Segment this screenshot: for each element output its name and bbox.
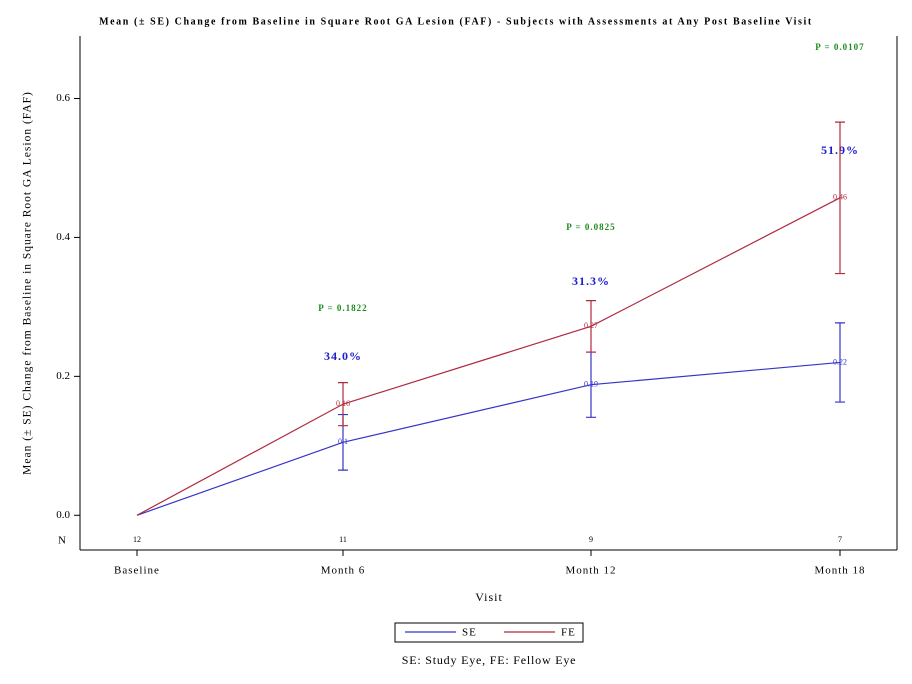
- x-tick-label: Baseline: [114, 565, 160, 577]
- n-count: 11: [339, 535, 347, 544]
- n-count: 9: [589, 535, 593, 544]
- y-axis-label: Mean (± SE) Change from Baseline in Squa…: [22, 91, 34, 475]
- p-label: P = 0.1822: [318, 303, 367, 313]
- value-label: 0.27: [584, 321, 598, 330]
- error-bar: [338, 382, 348, 427]
- legend-label: SE: [462, 627, 477, 639]
- legend-label: FE: [561, 627, 576, 639]
- percent-label: 31.3%: [572, 274, 610, 288]
- x-axis-label: Visit: [475, 590, 503, 604]
- chart-title: Mean (± SE) Change from Baseline in Squa…: [99, 16, 813, 27]
- y-tick-label: 0.6: [56, 92, 70, 104]
- p-label: P = 0.0825: [566, 222, 615, 232]
- x-tick-label: Month 12: [565, 565, 616, 577]
- value-label: 0.22: [833, 357, 847, 366]
- error-bar: [835, 322, 845, 403]
- value-label: 0.16: [336, 399, 350, 408]
- footnote: SE: Study Eye, FE: Fellow Eye: [402, 653, 577, 667]
- error-bar: [835, 121, 845, 275]
- n-count: 7: [838, 535, 842, 544]
- y-tick-label: 0.2: [56, 370, 70, 382]
- y-tick-label: 0.0: [56, 509, 70, 521]
- p-label: P = 0.0107: [815, 42, 864, 52]
- x-tick-label: Month 6: [321, 565, 366, 577]
- series-line: [136, 361, 841, 516]
- legend-box: [394, 622, 584, 643]
- percent-label: 34.0%: [324, 349, 362, 363]
- n-count: 12: [133, 535, 141, 544]
- value-label: 0.19: [584, 380, 598, 389]
- value-label: 0.46: [833, 193, 847, 202]
- x-tick-label: Month 18: [814, 565, 865, 577]
- error-bar: [586, 300, 596, 353]
- series-line: [136, 197, 841, 516]
- n-label: N: [58, 535, 66, 547]
- value-label: 0.1: [338, 437, 348, 446]
- y-tick-label: 0.4: [56, 231, 70, 243]
